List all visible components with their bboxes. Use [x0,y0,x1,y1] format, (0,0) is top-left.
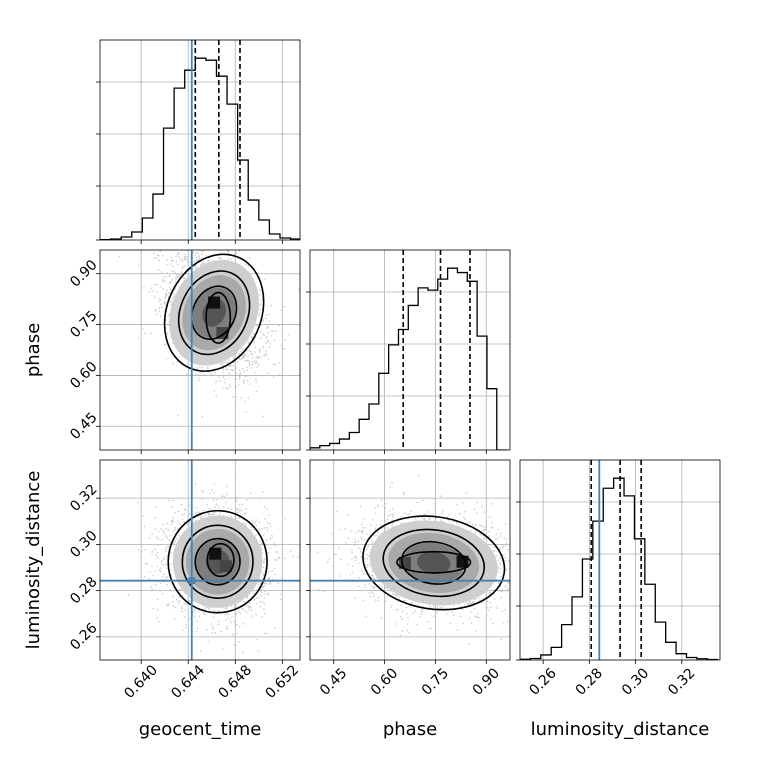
y-tick-label-luminosity_distance: 0.26 [67,620,100,653]
joint-frame [99,459,301,661]
joint-plot-area [100,460,300,660]
joint-panel-geocent_time-phase [96,249,301,454]
x-tick-label-luminosity_distance: 0.28 [573,665,606,698]
contour-line-1 [382,528,486,598]
joint-frame [309,459,511,661]
histogram-step-line [100,57,300,240]
truth-point [188,577,196,585]
marginal-frame-luminosity_distance [519,459,721,661]
hist-plot-area-geocent_time [100,40,300,240]
marginal-frame-geocent_time [99,39,301,241]
y-tick-label-phase: 0.60 [67,359,100,392]
x-tick-label-phase: 0.45 [317,665,350,698]
contour-line-inner [206,542,235,578]
y-tick-label-phase: 0.90 [67,257,100,290]
contour-line-0 [362,515,506,611]
contour-line-inner [396,550,472,574]
y-tick-label-luminosity_distance: 0.30 [67,528,100,561]
contour-line-1 [177,270,251,356]
x-tick-label-geocent_time: 0.648 [215,662,255,702]
joint-frame [99,249,301,451]
density-peak [208,296,221,309]
contour-line-0 [167,509,268,614]
y-tick-label-luminosity_distance: 0.32 [67,481,100,514]
x-tick-label-luminosity_distance: 0.30 [619,665,652,698]
y-axis-label-luminosity_distance: luminosity_distance [23,471,44,650]
x-tick-label-geocent_time: 0.644 [168,662,208,702]
hist-plot-area-luminosity_distance [520,460,720,660]
marginal-histogram-geocent_time [96,39,301,244]
histogram-step-line [520,477,719,660]
x-axis-label-phase: phase [383,719,437,740]
x-tick-label-phase: 0.75 [419,665,452,698]
joint-panel-geocent_time-luminosity_distance [96,459,301,664]
y-tick-label-luminosity_distance: 0.28 [67,574,100,607]
density-peak [209,547,222,560]
y-axis-label-phase: phase [23,323,44,377]
hist-plot-area-phase [310,250,510,450]
x-axis-label-luminosity_distance: luminosity_distance [531,719,710,740]
density-secondary-peak [219,560,232,573]
joint-plot-area [310,460,510,660]
y-tick-label-phase: 0.75 [67,308,100,341]
x-tick-label-geocent_time: 0.640 [121,662,161,702]
x-tick-label-luminosity_distance: 0.32 [665,665,698,698]
contour-line-0 [163,253,265,372]
x-tick-label-luminosity_distance: 0.26 [526,665,559,698]
histogram-step-line [310,267,507,450]
joint-plot-area [100,250,300,450]
contour-line-1 [181,524,254,599]
x-tick-label-phase: 0.60 [368,665,401,698]
x-tick-label-phase: 0.90 [470,665,503,698]
x-axis-label-geocent_time: geocent_time [139,719,262,740]
y-tick-label-phase: 0.45 [67,410,100,443]
density-level-3 [416,551,451,575]
marginal-frame-phase [309,249,511,451]
x-tick-label-geocent_time: 0.652 [263,662,303,702]
marginal-histogram-phase [306,249,511,454]
joint-panel-phase-luminosity_distance [306,459,511,664]
contour-line-inner [205,291,232,344]
contour-line-2 [194,537,241,586]
marginal-histogram-luminosity_distance [516,459,721,664]
contour-line-2 [190,285,238,340]
